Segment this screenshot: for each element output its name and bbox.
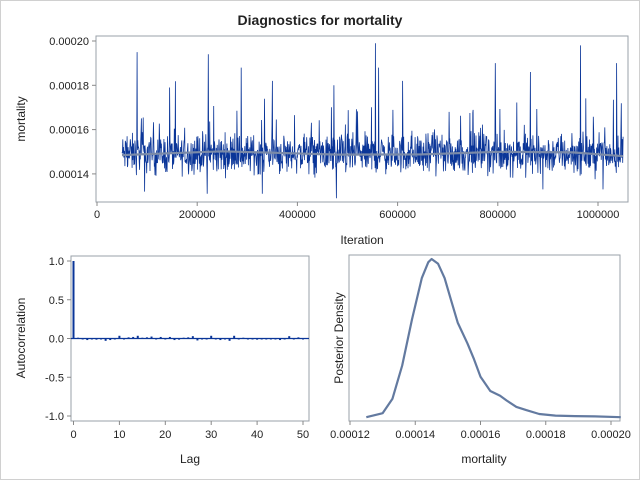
acf-bar (150, 336, 153, 339)
x-tick-label: 800000 (479, 209, 516, 221)
acf-bar (132, 336, 135, 339)
x-tick-label: 0.00012 (330, 429, 370, 441)
trace-frame (95, 35, 629, 203)
acf-bar (246, 338, 249, 340)
acf-bar (86, 338, 89, 341)
acf-bar (109, 338, 112, 341)
acf-bar (182, 337, 185, 339)
acf-bar (196, 338, 199, 341)
acf-bar (242, 337, 245, 339)
acf-bar (141, 337, 144, 339)
density-curve (366, 257, 621, 419)
y-tick-label: 0.0 (49, 334, 64, 346)
acf-bar (100, 338, 103, 340)
acf-bar (122, 338, 125, 340)
y-tick-label: 0.00016 (49, 125, 89, 137)
density-frame (348, 254, 621, 422)
acf-bar (113, 338, 116, 340)
acf-bar (265, 338, 268, 340)
y-tick-label: -1.0 (45, 411, 64, 423)
trace-ylabel: mortality (14, 96, 28, 141)
x-tick-label: 40 (251, 429, 263, 441)
x-tick-label: 10 (113, 429, 125, 441)
acf-bar (228, 338, 231, 341)
x-tick-label: 0 (94, 209, 100, 221)
acf-bar (219, 338, 222, 341)
acf-bar (118, 335, 121, 339)
x-tick-label: 200000 (179, 209, 216, 221)
trace-smoother-line (121, 150, 624, 158)
y-tick-label: 0.00014 (49, 169, 89, 181)
acf-bar (233, 335, 236, 339)
acf-bar (136, 335, 139, 339)
acf-bar (251, 338, 254, 340)
x-tick-label: 30 (205, 429, 217, 441)
chart-title: Diagnostics for mortality (238, 12, 403, 28)
acf-bar (72, 261, 75, 339)
acf-bar (155, 338, 158, 340)
trace-line (121, 43, 624, 199)
x-tick-label: 0.00014 (395, 429, 435, 441)
acf-bar (237, 338, 240, 340)
acf-bar (256, 338, 259, 340)
density-xlabel: mortality (461, 452, 506, 466)
x-tick-label: 0.00016 (461, 429, 501, 441)
acf-bar (187, 337, 190, 339)
y-tick-label: -0.5 (45, 372, 64, 384)
acf-bar (201, 338, 204, 340)
acf-bar (279, 338, 282, 341)
acf-bar (283, 338, 286, 340)
trace-panel: 0 200000 400000 600000 800000 1000000 0.00014 0… (14, 35, 629, 247)
trace-xlabel: Iteration (340, 233, 383, 247)
acf-bar (164, 338, 167, 340)
acf-bar (104, 338, 107, 341)
acf-bar (288, 336, 291, 339)
x-tick-label: 0.00018 (526, 429, 566, 441)
x-tick-label: 600000 (379, 209, 416, 221)
acf-bar (159, 336, 162, 339)
acf-bar (168, 336, 171, 339)
x-tick-label: 1000000 (577, 209, 620, 221)
acf-bar (260, 338, 263, 340)
acf-bar (292, 338, 295, 340)
acf-panel: 0 10 20 30 40 50 -1.0 -0.5 0.0 0.5 1.0 Lag Autocor… (14, 255, 310, 466)
acf-bar (297, 337, 300, 339)
acf-bar (77, 337, 80, 339)
x-tick-label: 50 (297, 429, 309, 441)
x-tick-label: 400000 (279, 209, 316, 221)
y-tick-label: 0.00018 (49, 80, 89, 92)
acf-bar (145, 337, 148, 339)
acf-bar (90, 338, 93, 340)
acf-bar (191, 336, 194, 339)
y-tick-label: 0.00020 (49, 36, 89, 48)
acf-bar (223, 338, 226, 340)
acf-bar (214, 338, 217, 340)
acf-bar (274, 338, 277, 340)
acf-bar (205, 338, 208, 340)
acf-bar (127, 337, 130, 339)
x-tick-label: 0 (70, 429, 76, 441)
acf-bar (269, 338, 272, 340)
acf-xlabel: Lag (180, 452, 200, 466)
acf-bar (95, 338, 98, 340)
acf-bar (302, 338, 304, 340)
y-tick-label: 1.0 (49, 256, 64, 268)
acf-ylabel: Autocorrelation (14, 298, 28, 379)
density-panel: 0.00012 0.00014 0.00016 0.00018 0.00020 mort… (330, 254, 631, 466)
acf-bar (173, 338, 176, 341)
y-tick-label: 0.5 (49, 295, 64, 307)
acf-bar (81, 338, 84, 340)
acf-bar (210, 335, 213, 339)
x-tick-label: 20 (159, 429, 171, 441)
acf-bar (178, 338, 181, 340)
density-ylabel: Posterior Density (332, 292, 346, 383)
x-tick-label: 0.00020 (591, 429, 631, 441)
